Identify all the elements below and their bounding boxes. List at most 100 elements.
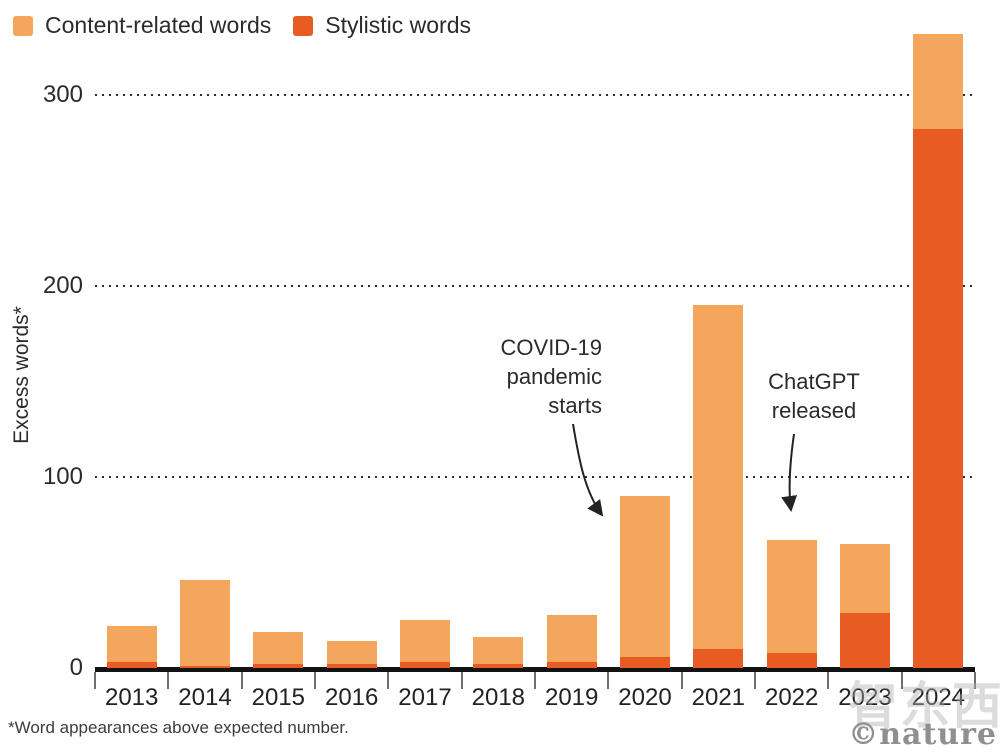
bar-segment-stylistic-2021 <box>693 648 744 668</box>
bar-segment-content-2023 <box>839 543 890 613</box>
legend: Content-related words Stylistic words <box>13 12 493 39</box>
bar-group-2016 <box>315 0 388 668</box>
y-axis-title: Excess words* <box>10 306 33 444</box>
bar-segment-content-2022 <box>766 540 817 653</box>
bar-stack-2023 <box>839 543 890 668</box>
x-axis-label-2016: 2016 <box>324 684 379 711</box>
gridline-300 <box>95 94 975 96</box>
legend-item-stylistic: Stylistic words <box>293 12 471 39</box>
annotation-covid: COVID-19 pandemic starts <box>402 333 602 420</box>
bar-stack-2016 <box>326 641 377 668</box>
x-axis-line <box>95 667 975 672</box>
bar-group-2022 <box>755 0 828 668</box>
bar-segment-stylistic-2016 <box>326 664 377 668</box>
footnote: *Word appearances above expected number. <box>8 718 349 737</box>
y-tick-label-100: 100 <box>42 463 83 490</box>
x-axis-label-2019: 2019 <box>544 684 599 711</box>
bar-segment-content-2018 <box>473 637 524 665</box>
x-axis-label-2020: 2020 <box>618 684 672 711</box>
x-axis-label-2023: 2023 <box>838 684 892 711</box>
content-words-swatch-icon <box>13 15 33 36</box>
bar-segment-stylistic-2018 <box>473 664 524 668</box>
bar-stack-2020 <box>619 496 670 668</box>
annotation-chatgpt-line1: ChatGPT <box>768 369 860 394</box>
bar-stack-2017 <box>399 620 450 668</box>
bar-segment-content-2024 <box>913 33 964 130</box>
x-axis-tick <box>94 672 96 689</box>
bar-group-2019 <box>535 0 608 668</box>
x-axis-label-2024: 2024 <box>911 684 966 711</box>
bar-group-2018 <box>462 0 535 668</box>
annotation-covid-line3: starts <box>548 393 602 418</box>
bar-group-2013 <box>95 0 168 668</box>
x-axis-tick <box>240 672 243 689</box>
x-axis-tick <box>607 672 610 689</box>
bar-segment-stylistic-2019 <box>546 662 597 668</box>
x-axis-tick <box>900 672 903 689</box>
x-axis-label-2013: 2013 <box>104 684 159 711</box>
bar-group-2021 <box>682 0 755 668</box>
bar-stack-2024 <box>913 33 964 668</box>
stylistic-words-swatch-icon <box>293 15 314 36</box>
bar-group-2014 <box>168 0 241 668</box>
x-axis-label-2015: 2015 <box>251 684 306 711</box>
bar-segment-stylistic-2024 <box>913 129 964 668</box>
legend-label-content: Content-related words <box>45 12 272 38</box>
bar-stack-2021 <box>693 305 744 668</box>
bar-group-2020 <box>608 0 681 668</box>
bar-segment-content-2015 <box>253 631 304 665</box>
y-tick-label-0: 0 <box>69 654 83 681</box>
annotation-covid-line1: COVID-19 <box>500 335 602 360</box>
bar-group-2017 <box>388 0 461 668</box>
x-axis-tick <box>680 672 683 689</box>
legend-label-stylistic: Stylistic words <box>325 12 471 38</box>
bar-segment-content-2019 <box>546 614 597 663</box>
bar-segment-stylistic-2023 <box>839 612 890 668</box>
legend-item-content: Content-related words <box>13 12 271 39</box>
bar-segment-content-2013 <box>106 626 157 663</box>
x-axis-tick <box>387 672 390 689</box>
bar-stack-2018 <box>473 637 524 668</box>
bar-group-2024 <box>902 0 975 668</box>
bar-segment-stylistic-2017 <box>399 662 450 668</box>
x-axis-label-2014: 2014 <box>178 684 232 711</box>
x-axis-tick <box>314 672 316 689</box>
bar-segment-stylistic-2015 <box>253 664 304 668</box>
bar-group-2023 <box>828 0 901 668</box>
x-axis-tick <box>974 672 976 689</box>
y-tick-label-300: 300 <box>42 81 83 108</box>
x-axis-label-2022: 2022 <box>764 684 819 711</box>
bar-stack-2019 <box>546 614 597 668</box>
x-axis-tick <box>167 672 170 689</box>
bar-segment-content-2016 <box>326 641 377 665</box>
x-axis-tick <box>827 672 830 689</box>
x-axis-tick <box>460 672 463 689</box>
x-axis-tick <box>754 672 756 689</box>
bar-segment-content-2021 <box>693 305 744 649</box>
nature-watermark: ©nature <box>848 717 997 752</box>
gridline-200 <box>95 285 975 287</box>
bar-stack-2013 <box>106 626 157 668</box>
bar-stack-2022 <box>766 540 817 668</box>
bar-group-2015 <box>242 0 315 668</box>
y-tick-label-200: 200 <box>42 272 83 299</box>
bar-stack-2015 <box>253 631 304 668</box>
bar-segment-stylistic-2020 <box>619 656 670 668</box>
annotation-chatgpt-line2: released <box>771 398 857 423</box>
annotation-chatgpt: ChatGPT released <box>749 367 879 425</box>
bar-segment-stylistic-2014 <box>179 666 230 668</box>
bar-segment-content-2017 <box>399 620 450 663</box>
bar-segment-stylistic-2022 <box>766 652 817 668</box>
bar-segment-content-2020 <box>619 496 670 657</box>
x-axis-tick <box>534 672 536 689</box>
x-axis-label-2018: 2018 <box>471 684 526 711</box>
bar-segment-stylistic-2013 <box>106 662 157 668</box>
x-axis-label-2017: 2017 <box>398 684 452 711</box>
watermark-background-text: 智东西 <box>848 677 1000 735</box>
bar-stack-2014 <box>179 580 230 668</box>
gridline-100 <box>95 476 975 478</box>
bar-segment-content-2014 <box>179 580 230 667</box>
annotation-covid-line2: pandemic <box>506 364 602 389</box>
x-axis-label-2021: 2021 <box>691 684 746 711</box>
